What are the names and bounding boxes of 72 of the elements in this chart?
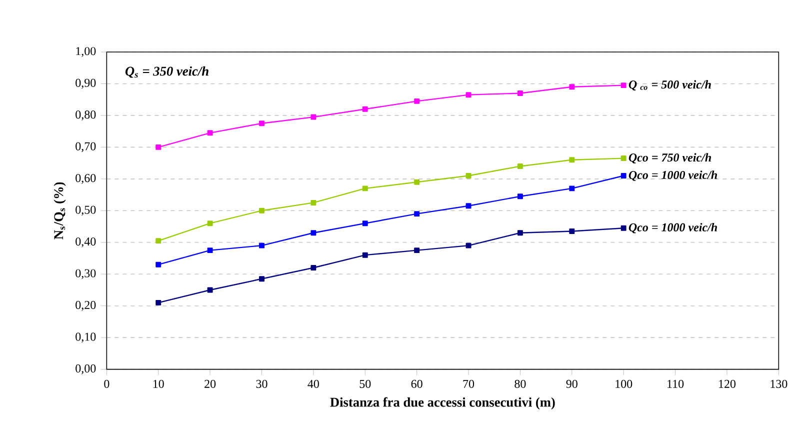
x-tick-label: 130 bbox=[770, 380, 788, 388]
x-axis-title: Distanza fra due accessi consecutivi (m) bbox=[330, 397, 555, 410]
point bbox=[517, 163, 523, 169]
y-tick-label: 0,60 bbox=[76, 174, 96, 184]
point bbox=[156, 300, 162, 306]
point bbox=[569, 84, 575, 90]
y-tick-label: 0,70 bbox=[76, 142, 96, 152]
point bbox=[156, 262, 162, 268]
series-label: Qco = 1000 veic/h bbox=[628, 170, 717, 181]
point bbox=[156, 144, 162, 150]
point bbox=[207, 130, 213, 136]
point bbox=[414, 247, 420, 253]
point bbox=[156, 238, 162, 244]
x-tick-label: 90 bbox=[566, 380, 578, 388]
point bbox=[259, 242, 264, 248]
x-tick-label: 60 bbox=[411, 380, 422, 388]
point bbox=[207, 287, 213, 293]
x-tick-label: 30 bbox=[256, 380, 268, 388]
series-label: Qco = 1000 veic/h bbox=[628, 222, 717, 234]
y-tick-label: 0,00 bbox=[76, 364, 96, 374]
point bbox=[569, 156, 575, 162]
y-tick-label: 0,30 bbox=[76, 269, 96, 279]
point bbox=[310, 264, 316, 270]
point bbox=[466, 242, 472, 248]
y-tick-label: 0,40 bbox=[76, 237, 96, 248]
y-tick-label: 0,90 bbox=[76, 78, 96, 88]
y-axis-title: N$_{s}$/Q$_{s}$ (%) bbox=[54, 182, 66, 240]
y-tick-label: 0,50 bbox=[76, 206, 96, 216]
x-tick-label: 70 bbox=[463, 380, 474, 388]
point bbox=[517, 90, 523, 96]
x-tick-label: 100 bbox=[616, 380, 632, 388]
series-label: Q $_{co}$ = 500 veic/h bbox=[628, 80, 711, 90]
y-tick-label: 0,10 bbox=[76, 332, 96, 342]
point bbox=[362, 252, 368, 258]
point bbox=[414, 98, 420, 104]
point bbox=[207, 247, 213, 253]
point bbox=[620, 172, 626, 178]
point bbox=[362, 220, 368, 226]
x-tick-label: 20 bbox=[204, 380, 216, 388]
point bbox=[362, 106, 368, 112]
point bbox=[310, 200, 316, 206]
point bbox=[620, 82, 626, 88]
point bbox=[517, 230, 523, 236]
x-tick-label: 80 bbox=[514, 380, 526, 388]
point bbox=[620, 225, 626, 231]
annotation: Q$_{s}$ = 350 veic/h bbox=[125, 66, 208, 78]
point bbox=[259, 208, 264, 214]
point bbox=[259, 276, 264, 282]
point bbox=[569, 228, 575, 234]
point bbox=[310, 230, 316, 236]
point bbox=[569, 186, 575, 192]
point bbox=[466, 172, 472, 178]
x-tick-label: 0 bbox=[104, 380, 110, 388]
point bbox=[207, 220, 213, 226]
point bbox=[259, 120, 264, 126]
point bbox=[620, 155, 626, 161]
point bbox=[466, 203, 472, 208]
x-tick-label: 110 bbox=[668, 380, 684, 388]
x-tick-label: 50 bbox=[360, 380, 371, 388]
point bbox=[517, 193, 523, 199]
point bbox=[414, 210, 420, 216]
point bbox=[362, 186, 368, 192]
x-tick-label: 10 bbox=[153, 380, 164, 388]
y-tick-label: 1,00 bbox=[76, 46, 96, 57]
x-tick-label: 120 bbox=[719, 380, 736, 388]
series-label: Qco = 750 veic/h bbox=[628, 153, 711, 164]
point bbox=[310, 114, 316, 120]
y-tick-label: 0,20 bbox=[76, 300, 96, 311]
x-tick-label: 40 bbox=[308, 380, 319, 388]
y-tick-label: 0,80 bbox=[76, 110, 96, 120]
point bbox=[466, 92, 472, 98]
point bbox=[414, 179, 420, 185]
